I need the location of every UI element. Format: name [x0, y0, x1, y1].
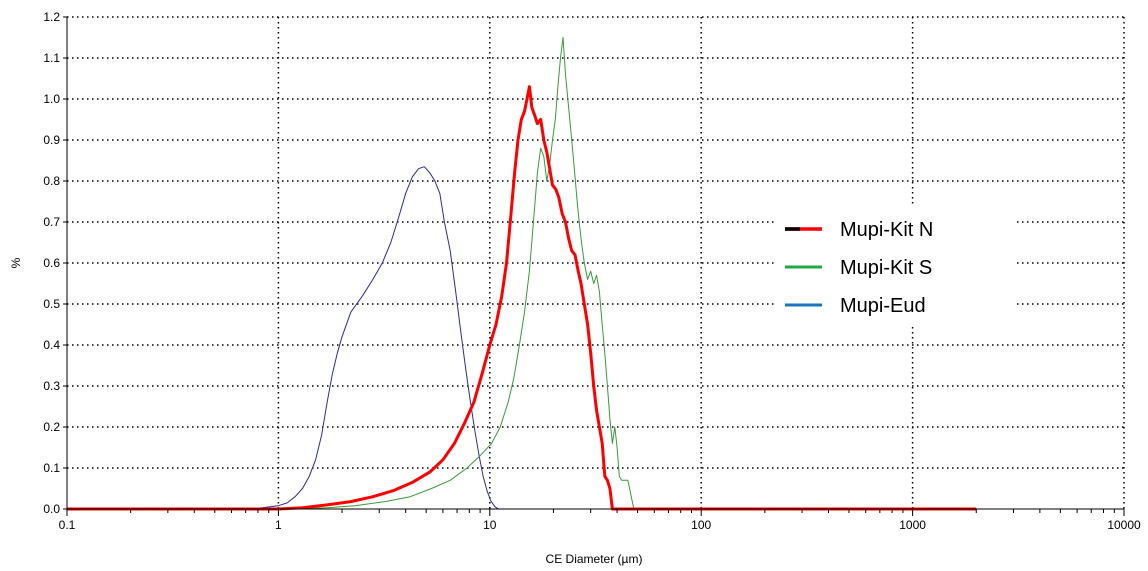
series-line-mupi-eud — [67, 166, 977, 510]
y-tick-label: 0.1 — [43, 461, 60, 475]
legend-label-mupi-kit-n: Mupi-Kit N — [840, 219, 933, 241]
y-axis-label: % — [9, 257, 23, 268]
x-tick-label: 0.1 — [59, 518, 76, 532]
series-layer — [67, 37, 977, 511]
legend: Mupi-Kit N Mupi-Kit S Mupi-Eud — [776, 206, 1016, 326]
y-tick-label: 0.9 — [43, 133, 60, 147]
y-tick-label: 0.5 — [43, 297, 60, 311]
y-tick-label: 0.4 — [43, 338, 60, 352]
series-line-mupi-kit-s — [67, 37, 977, 510]
y-tick-label: 1.1 — [43, 51, 60, 65]
y-tick-label: 0.6 — [43, 256, 60, 270]
y-tick-label: 0.2 — [43, 420, 60, 434]
y-tick-label: 0.7 — [43, 215, 60, 229]
x-tick-label: 10000 — [1107, 518, 1141, 532]
x-tick-label: 1 — [275, 518, 282, 532]
y-tick-label: 0.0 — [43, 502, 60, 516]
legend-label-mupi-eud: Mupi-Eud — [840, 295, 926, 317]
y-tick-label: 0.3 — [43, 379, 60, 393]
legend-label-mupi-kit-s: Mupi-Kit S — [840, 257, 932, 279]
x-axis-label: CE Diameter (µm) — [546, 552, 643, 566]
y-tick-label: 1.2 — [43, 10, 60, 24]
x-tick-label: 1000 — [899, 518, 926, 532]
y-tick-label: 1.0 — [43, 92, 60, 106]
y-tick-label: 0.8 — [43, 174, 60, 188]
axis-layer: % CE Diameter (µm) 0.0 0.1 0.2 0.3 0.4 0.5 0.6… — [9, 10, 1141, 566]
x-tick-label: 100 — [691, 518, 711, 532]
series-line-mupi-kit-n — [67, 85, 977, 511]
x-tick-label: 10 — [483, 518, 497, 532]
